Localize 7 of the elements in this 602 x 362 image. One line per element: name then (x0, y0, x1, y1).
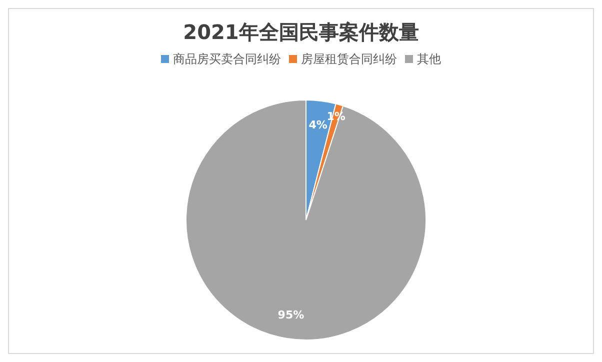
legend-label: 商品房买卖合同纠纷 (172, 50, 281, 68)
legend-label: 其他 (416, 50, 441, 68)
chart-title: 2021年全国民事案件数量 (182, 19, 420, 45)
data-label: 95% (278, 308, 304, 322)
pie-slice (186, 100, 426, 340)
legend-label: 房屋租赁合同纠纷 (300, 50, 397, 68)
data-label: 4% (308, 118, 328, 132)
